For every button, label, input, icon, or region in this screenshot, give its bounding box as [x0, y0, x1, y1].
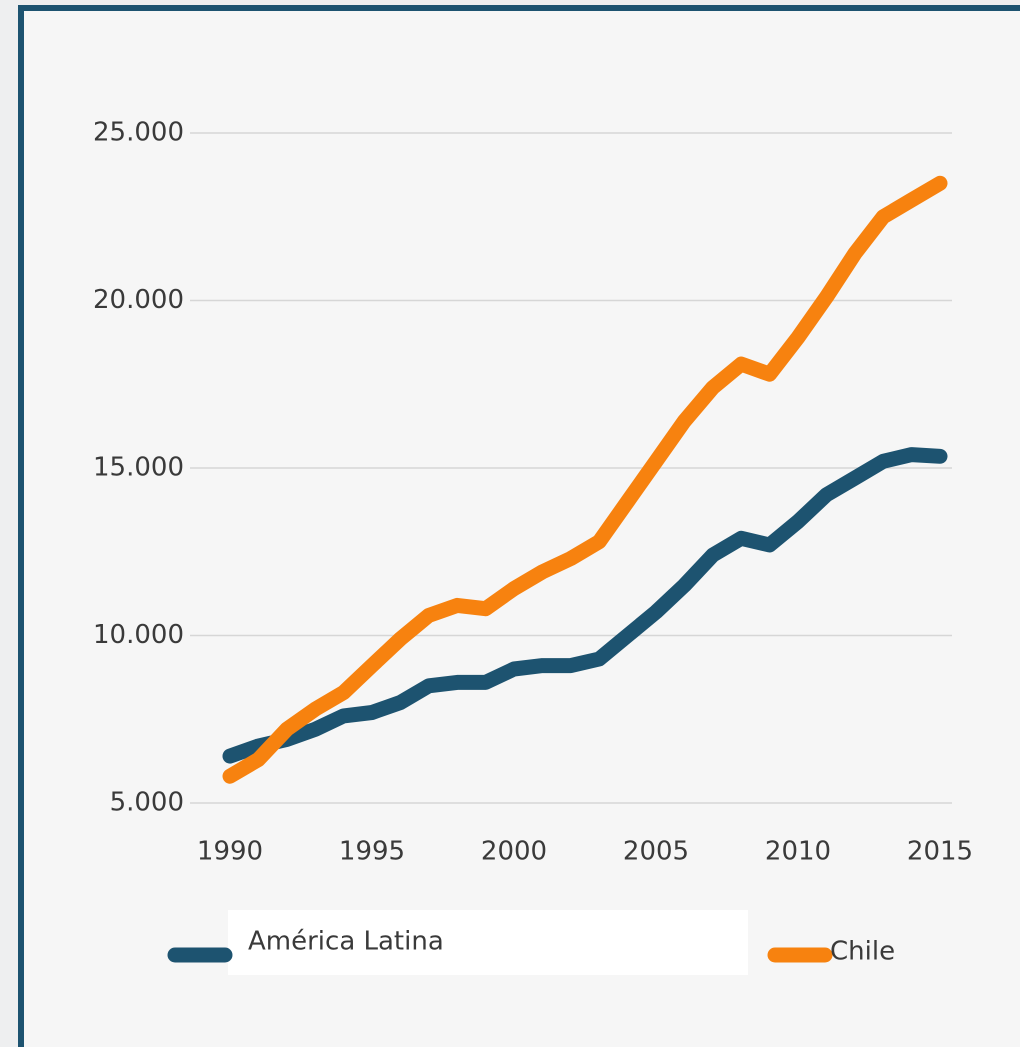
x-tick-label: 1990 [197, 837, 263, 867]
x-tick-label: 2010 [765, 837, 831, 867]
x-tick-label: 1995 [339, 837, 405, 867]
page: {"chart_data": {"type": "line", "x": [19… [0, 0, 1020, 1047]
frame [21, 8, 1020, 1047]
y-tick-label: 20.000 [93, 285, 184, 315]
legend-label: Chile [830, 937, 895, 967]
y-tick-label: 5.000 [110, 788, 184, 818]
chart: 5.000 10.000 15.000 20.000 25.000 1990 1995 200… [0, 0, 1020, 1047]
x-tick-label: 2000 [481, 837, 547, 867]
x-tick-label: 2005 [623, 837, 689, 867]
y-tick-label: 10.000 [93, 620, 184, 650]
y-tick-label: 25.000 [93, 118, 184, 148]
x-tick-label: 2015 [907, 837, 973, 867]
legend-label: América Latina [248, 927, 444, 957]
y-tick-label: 15.000 [93, 453, 184, 483]
